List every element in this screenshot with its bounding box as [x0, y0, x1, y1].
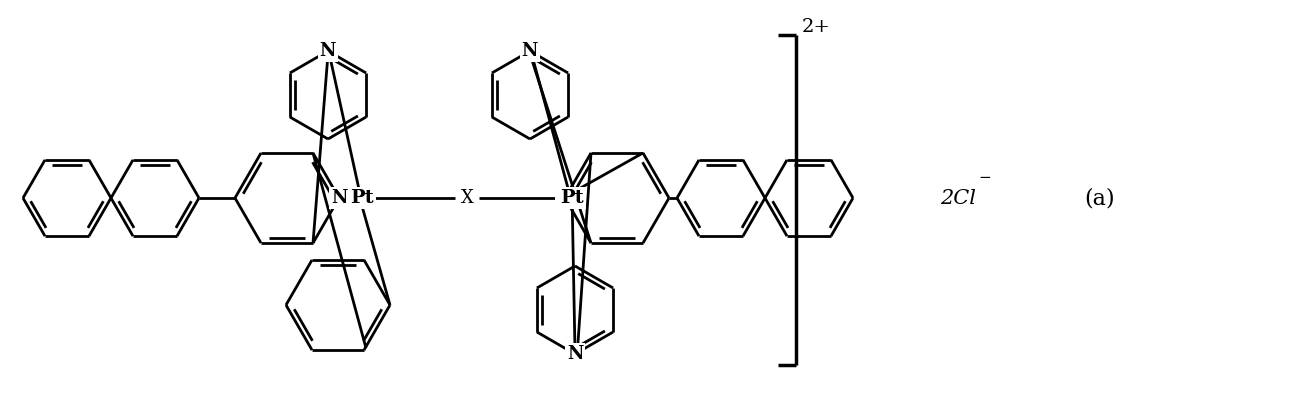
Text: 2+: 2+: [802, 18, 831, 36]
Text: X: X: [460, 189, 473, 207]
Text: N: N: [566, 345, 583, 363]
Text: N: N: [522, 42, 539, 60]
Text: N: N: [557, 189, 573, 207]
Text: Pt: Pt: [560, 189, 583, 207]
Text: 2Cl: 2Cl: [940, 189, 975, 208]
Text: (a): (a): [1084, 187, 1116, 209]
Text: −: −: [978, 171, 991, 185]
Text: N: N: [330, 189, 347, 207]
Text: N: N: [320, 42, 336, 60]
Text: Pt: Pt: [350, 189, 374, 207]
